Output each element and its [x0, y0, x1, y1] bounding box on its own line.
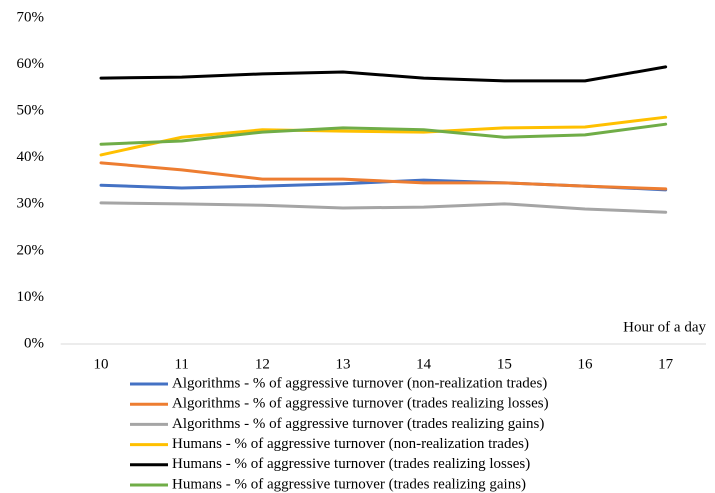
- series-line: [99, 65, 668, 83]
- x-tick-label: 10: [94, 356, 109, 372]
- y-tick-label: 70%: [17, 9, 45, 25]
- y-tick-label: 0%: [24, 335, 44, 351]
- y-tick-label: 30%: [17, 196, 45, 212]
- y-tick-label: 50%: [17, 103, 45, 119]
- legend-label: Algorithms - % of aggressive turnover (n…: [172, 375, 547, 391]
- legend-label: Algorithms - % of aggressive turnover (t…: [172, 396, 549, 412]
- x-tick-label: 14: [416, 356, 432, 372]
- series-line: [99, 122, 668, 146]
- x-axis-label: Hour of a day: [623, 319, 706, 335]
- y-tick-label: 10%: [17, 289, 45, 305]
- legend-label: Humans - % of aggressive turnover (trade…: [172, 456, 530, 472]
- x-tick-label: 13: [336, 356, 351, 372]
- series-line: [99, 161, 668, 191]
- y-tick-label: 20%: [17, 242, 45, 258]
- x-tick-label: 17: [658, 356, 674, 372]
- y-tick-label: 40%: [17, 149, 45, 165]
- series-line: [99, 115, 668, 157]
- y-tick-label: 60%: [17, 56, 45, 72]
- x-tick-label: 11: [174, 356, 188, 372]
- series-line: [99, 201, 668, 214]
- x-tick-label: 15: [497, 356, 512, 372]
- legend-label: Humans - % of aggressive turnover (trade…: [172, 476, 526, 492]
- x-tick-label: 16: [578, 356, 594, 372]
- x-tick-label: 12: [255, 356, 270, 372]
- legend-label: Humans - % of aggressive turnover (non-r…: [172, 436, 529, 452]
- legend-label: Algorithms - % of aggressive turnover (t…: [172, 416, 544, 432]
